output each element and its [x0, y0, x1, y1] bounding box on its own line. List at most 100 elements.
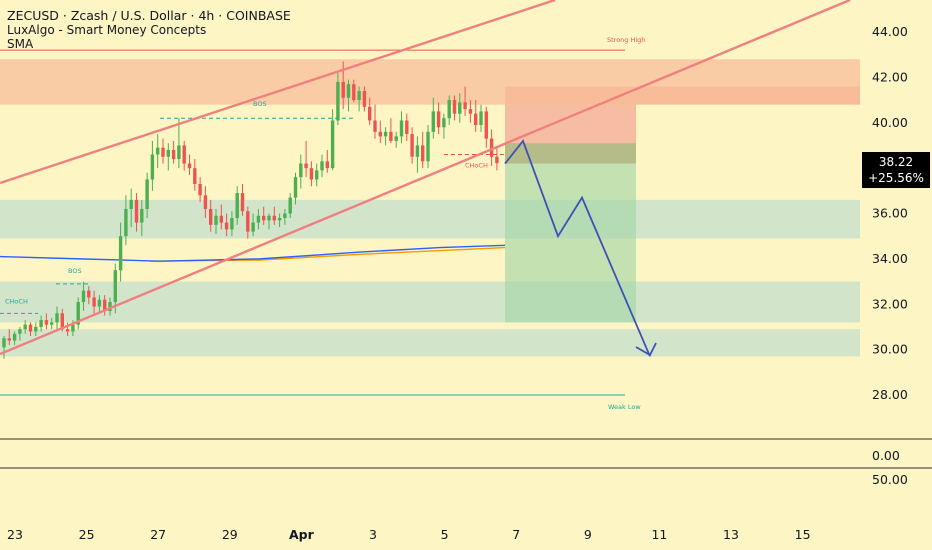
candle-body — [166, 149, 170, 157]
candle — [129, 188, 133, 228]
candle-body — [468, 109, 473, 114]
candle-body — [325, 161, 329, 169]
candle-body — [55, 313, 59, 323]
candle-body — [267, 215, 271, 221]
candle — [214, 208, 218, 234]
candle-body — [421, 145, 425, 162]
candle — [277, 213, 282, 228]
candle-body — [198, 184, 202, 196]
candle-body — [177, 145, 181, 160]
candle-body — [108, 301, 112, 312]
candle — [489, 129, 494, 166]
zone-supply_inner-1 — [505, 86, 860, 105]
candle-body — [378, 131, 382, 137]
candle — [373, 104, 377, 139]
candle-body — [60, 313, 64, 330]
candle — [405, 113, 409, 141]
price-axis[interactable]: 44.00 42.00 40.00 36.00 34.00 32.00 30.00 28.00 — [872, 24, 908, 402]
candle-body — [431, 111, 435, 132]
candle — [262, 206, 266, 225]
candle — [246, 206, 250, 239]
candle-body — [230, 218, 234, 230]
last-price-tag: 38.22 +25.56% — [862, 152, 930, 188]
weak-low-label: Weak Low — [608, 403, 641, 411]
sub-tick-label: 0.00 — [872, 448, 900, 463]
candle — [436, 102, 441, 135]
candle-body — [405, 120, 409, 135]
candle-body — [171, 149, 176, 160]
time-tick-label: Apr — [289, 527, 315, 542]
candle-body — [65, 329, 70, 332]
candle — [421, 131, 425, 169]
candle — [283, 208, 287, 225]
candle — [442, 113, 446, 139]
candle-body — [352, 84, 356, 101]
candle — [198, 177, 202, 203]
candle-body — [304, 163, 308, 169]
candle — [468, 100, 473, 123]
time-axis[interactable]: 23 25 27 29 Apr 3 5 7 9 11 13 15 — [7, 527, 811, 542]
candle — [394, 131, 398, 148]
candle-body — [113, 270, 117, 302]
projection-arrowhead — [635, 342, 657, 357]
candle-body — [415, 145, 420, 157]
candle — [209, 199, 213, 232]
indicator-smc-label[interactable]: LuxAlgo - Smart Money Concepts — [7, 23, 207, 37]
symbol-title[interactable]: ZECUSD · Zcash / U.S. Dollar · 4h · COIN… — [7, 8, 291, 23]
candle-body — [442, 118, 446, 128]
candle — [92, 290, 96, 314]
price-tick-label: 44.00 — [872, 24, 908, 39]
candle — [330, 109, 335, 171]
indicator-sma-label[interactable]: SMA — [7, 37, 34, 51]
candle-body — [76, 301, 80, 325]
candle — [219, 204, 223, 230]
candle — [76, 297, 80, 330]
candle — [203, 186, 208, 219]
candle — [240, 184, 245, 216]
candle — [309, 161, 314, 187]
candle-body — [23, 324, 27, 330]
candle — [368, 97, 372, 126]
time-tick-label: 9 — [584, 527, 592, 542]
candle-body — [336, 81, 340, 121]
choch-label-lower: CHoCH — [5, 297, 28, 305]
candle — [495, 147, 499, 171]
candle-body — [277, 218, 282, 221]
candle-body — [161, 147, 165, 157]
candle-body — [362, 90, 367, 107]
candle — [272, 206, 276, 225]
candle — [39, 315, 43, 332]
candle — [145, 172, 149, 219]
candle — [182, 140, 186, 171]
time-tick-label: 11 — [651, 527, 667, 542]
candle-body — [256, 215, 261, 223]
sma-blue-line — [0, 244, 506, 262]
candle-body — [18, 329, 22, 334]
candle-body — [12, 333, 17, 341]
price-tick-label: 36.00 — [872, 206, 908, 221]
sma-layer — [0, 244, 506, 262]
candle-body — [293, 177, 298, 198]
candle-body — [240, 193, 245, 212]
candle-body — [272, 215, 276, 221]
candle-body — [34, 326, 38, 332]
choch-label-upper: CHoCH — [465, 162, 488, 170]
candle — [103, 295, 107, 316]
channel-upper-line — [0, 0, 556, 185]
candle-body — [436, 111, 441, 128]
candle-body — [187, 163, 192, 169]
candle — [458, 93, 462, 123]
time-tick-label: 27 — [150, 527, 166, 542]
candle — [18, 326, 22, 341]
candle-body — [156, 147, 160, 155]
time-tick-label: 25 — [79, 527, 95, 542]
candle — [124, 195, 128, 246]
candle — [87, 286, 91, 305]
candles-layer — [2, 61, 499, 359]
candle — [230, 211, 234, 237]
candle-body — [193, 168, 197, 185]
take-profit-zone — [505, 163, 636, 323]
zone-supply-0 — [0, 59, 860, 105]
sub-tick-label: 50.00 — [872, 472, 908, 487]
